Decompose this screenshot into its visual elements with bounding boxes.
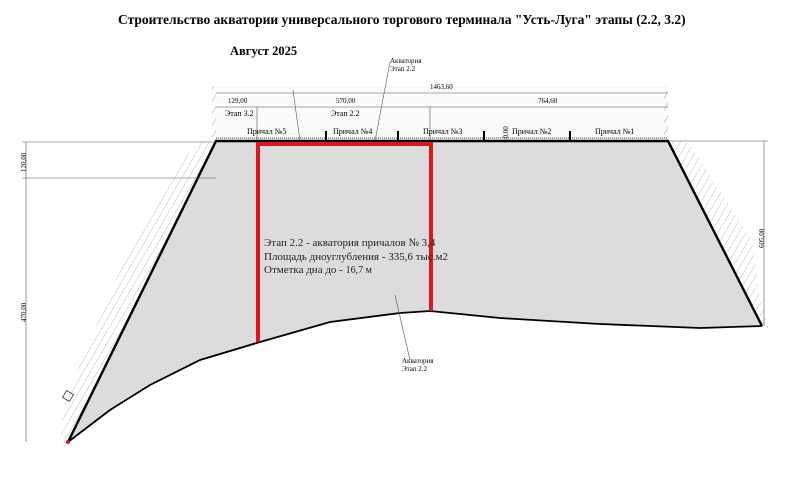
callout-top: Акватория Этап 2.2 <box>390 57 422 73</box>
info-area-label: Площадь дноуглубления - <box>264 251 386 263</box>
berth-4: Причал №4 <box>333 127 373 136</box>
dim-right-height: 605,00 <box>758 228 766 248</box>
page-title: Строительство акватории универсального т… <box>118 12 686 27</box>
berth-5: Причал №5 <box>247 127 287 136</box>
info-depth: Отметка дна до - 16,7 м <box>264 264 372 276</box>
dim-total: 1463,60 <box>430 83 453 91</box>
info-area-value: 335,6 тыс.м2 <box>388 251 448 263</box>
water-area <box>68 141 762 442</box>
info-area: Площадь дноуглубления - 335,6 тыс.м2 <box>264 251 448 263</box>
berth-1: Причал №1 <box>595 127 635 136</box>
callout-bottom: Акватория Этап 2.2 <box>402 357 434 373</box>
dredge-boundary <box>67 310 763 443</box>
info-depth-label: Отметка дна до - <box>264 264 343 276</box>
stage22-label: Этап 2.2 <box>331 109 360 118</box>
callout-line: Этап 2.2 <box>390 65 416 73</box>
dim-remaining: 764,60 <box>538 97 558 105</box>
dim-berth-offset: 10,00 <box>502 126 510 142</box>
berth-3: Причал №3 <box>423 127 463 136</box>
right-slope <box>668 141 770 330</box>
dim-stage22: 570,00 <box>336 97 356 105</box>
stage-2-2-boundary <box>256 142 433 342</box>
quay-hatch <box>216 86 668 141</box>
info-stage: Этап 2.2 - акватория причалов № 3,4 <box>264 237 436 249</box>
info-depth-value: 16,7 м <box>345 265 372 276</box>
dim-left-height: 470,00 <box>20 302 28 322</box>
berth-2: Причал №2 <box>512 127 552 136</box>
callout-line: Этап 2.2 <box>402 365 428 373</box>
callout-line: Акватория <box>402 357 434 365</box>
callout-line: Акватория <box>390 57 422 65</box>
left-slope <box>60 141 216 442</box>
date-label: Август 2025 <box>230 44 298 58</box>
dim-stage32: 129,00 <box>228 97 248 105</box>
stage32-label: Этап 3.2 <box>225 109 254 118</box>
dim-left-top: 120,00 <box>20 152 28 172</box>
